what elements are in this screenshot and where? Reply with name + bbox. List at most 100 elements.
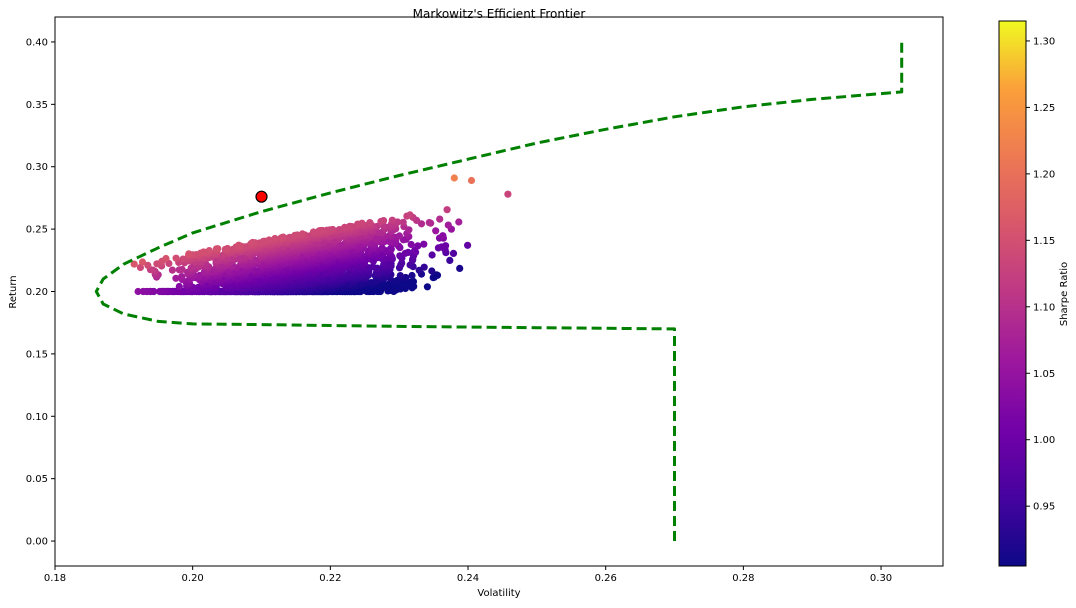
portfolio-point: [172, 254, 180, 262]
portfolio-point: [224, 244, 232, 253]
portfolio-point: [404, 248, 412, 256]
colorbar-tick-label: 0.95: [1033, 502, 1055, 513]
colorbar-tick-label: 1.05: [1033, 369, 1055, 380]
portfolio-point: [443, 206, 451, 214]
portfolio-point: [175, 266, 183, 274]
colorbar-tick-label: 1.25: [1033, 103, 1055, 114]
portfolio-point: [144, 261, 152, 269]
portfolio-point: [259, 237, 267, 245]
portfolio-point: [335, 226, 343, 234]
portfolio-point: [205, 247, 213, 255]
portfolio-point: [399, 218, 407, 226]
portfolio-point: [130, 260, 138, 268]
portfolio-point: [467, 176, 476, 185]
x-axis-label: Volatility: [477, 588, 520, 599]
x-tick-label: 0.22: [319, 573, 341, 584]
y-tick-label: 0.00: [26, 537, 48, 548]
portfolio-point: [199, 248, 207, 256]
portfolio-point: [162, 254, 170, 263]
portfolio-point: [168, 266, 176, 274]
portfolio-point: [341, 223, 349, 231]
portfolio-point: [298, 230, 306, 238]
portfolio-point: [423, 283, 431, 291]
x-tick-label: 0.20: [182, 573, 204, 584]
portfolio-point: [279, 233, 287, 241]
y-tick-label: 0.35: [26, 100, 48, 111]
portfolio-point: [139, 287, 147, 296]
portfolio-point: [175, 282, 183, 291]
portfolio-point: [185, 250, 193, 258]
portfolio-point: [271, 234, 279, 243]
portfolio-point: [406, 211, 414, 219]
y-axis-label: Return: [8, 275, 19, 308]
chart-title: Markowitz's Efficient Frontier: [413, 7, 586, 21]
portfolio-point: [396, 272, 404, 280]
y-tick-label: 0.30: [26, 162, 48, 173]
efficient-frontier: [94, 42, 904, 541]
portfolio-point: [395, 232, 403, 240]
portfolio-point: [428, 267, 436, 275]
portfolio-point: [456, 264, 464, 272]
portfolio-point: [388, 216, 396, 224]
portfolio-point: [380, 217, 388, 225]
y-tick-label: 0.20: [26, 287, 48, 298]
colorbar-tick-label: 1.30: [1033, 36, 1055, 47]
colorbar-tick-label: 1.10: [1033, 302, 1055, 313]
portfolio-point: [432, 227, 440, 235]
portfolio-point: [402, 273, 410, 282]
portfolio-point: [387, 244, 395, 252]
portfolio-point: [414, 242, 422, 250]
portfolio-point: [420, 240, 428, 248]
portfolio-point: [178, 273, 186, 281]
portfolio-point: [358, 219, 366, 227]
portfolio-point: [396, 252, 404, 260]
max-sharpe-marker: [255, 190, 268, 203]
portfolio-point: [409, 277, 418, 286]
portfolio-point: [444, 221, 452, 229]
portfolio-point: [136, 263, 144, 272]
portfolio-point: [380, 280, 388, 288]
portfolio-point: [428, 251, 436, 259]
y-tick-label: 0.25: [26, 225, 48, 236]
y-tick-label: 0.10: [26, 412, 48, 423]
portfolio-point: [504, 190, 512, 198]
x-axis: 0.18 0.20 0.22 0.24 0.26 0.28 0.30: [44, 566, 892, 584]
x-tick-label: 0.24: [457, 573, 479, 584]
portfolio-point: [172, 274, 180, 282]
portfolio-point: [366, 219, 374, 227]
portfolio-point: [420, 263, 428, 271]
x-tick-label: 0.28: [732, 573, 754, 584]
portfolio-point: [408, 271, 416, 280]
x-tick-label: 0.18: [44, 573, 66, 584]
portfolio-point: [439, 232, 447, 240]
portfolio-scatter: [130, 174, 512, 296]
portfolio-point: [425, 219, 433, 227]
colorbar-axis: 0.95 1.00 1.05 1.10 1.15 1.20 1.25 1.30: [1026, 36, 1055, 513]
portfolio-point: [291, 231, 299, 239]
y-tick-label: 0.15: [26, 349, 48, 360]
portfolio-point: [212, 245, 220, 253]
portfolio-point: [446, 256, 454, 264]
portfolio-point: [450, 174, 458, 182]
portfolio-point: [134, 287, 142, 296]
x-tick-label: 0.26: [595, 573, 617, 584]
portfolio-point: [309, 228, 317, 236]
frontier-line: [94, 42, 904, 541]
portfolio-point: [464, 241, 472, 249]
portfolio-point: [442, 242, 450, 250]
portfolio-point: [449, 249, 458, 257]
portfolio-point: [138, 258, 147, 266]
colorbar: [998, 20, 1027, 567]
y-tick-label: 0.40: [26, 37, 48, 48]
portfolio-point: [156, 287, 164, 296]
highlight-layer: [255, 190, 268, 203]
portfolio-point: [433, 271, 441, 279]
portfolio-point: [316, 227, 324, 235]
colorbar-tick-label: 1.20: [1033, 169, 1055, 180]
colorbar-tick-label: 1.00: [1033, 435, 1055, 446]
colorbar-label: Sharpe Ratio: [1059, 262, 1070, 326]
portfolio-point: [455, 218, 463, 226]
portfolio-point: [265, 236, 273, 244]
y-axis: 0.00 0.05 0.10 0.15 0.20 0.25 0.30 0.35 0.40: [26, 37, 55, 548]
